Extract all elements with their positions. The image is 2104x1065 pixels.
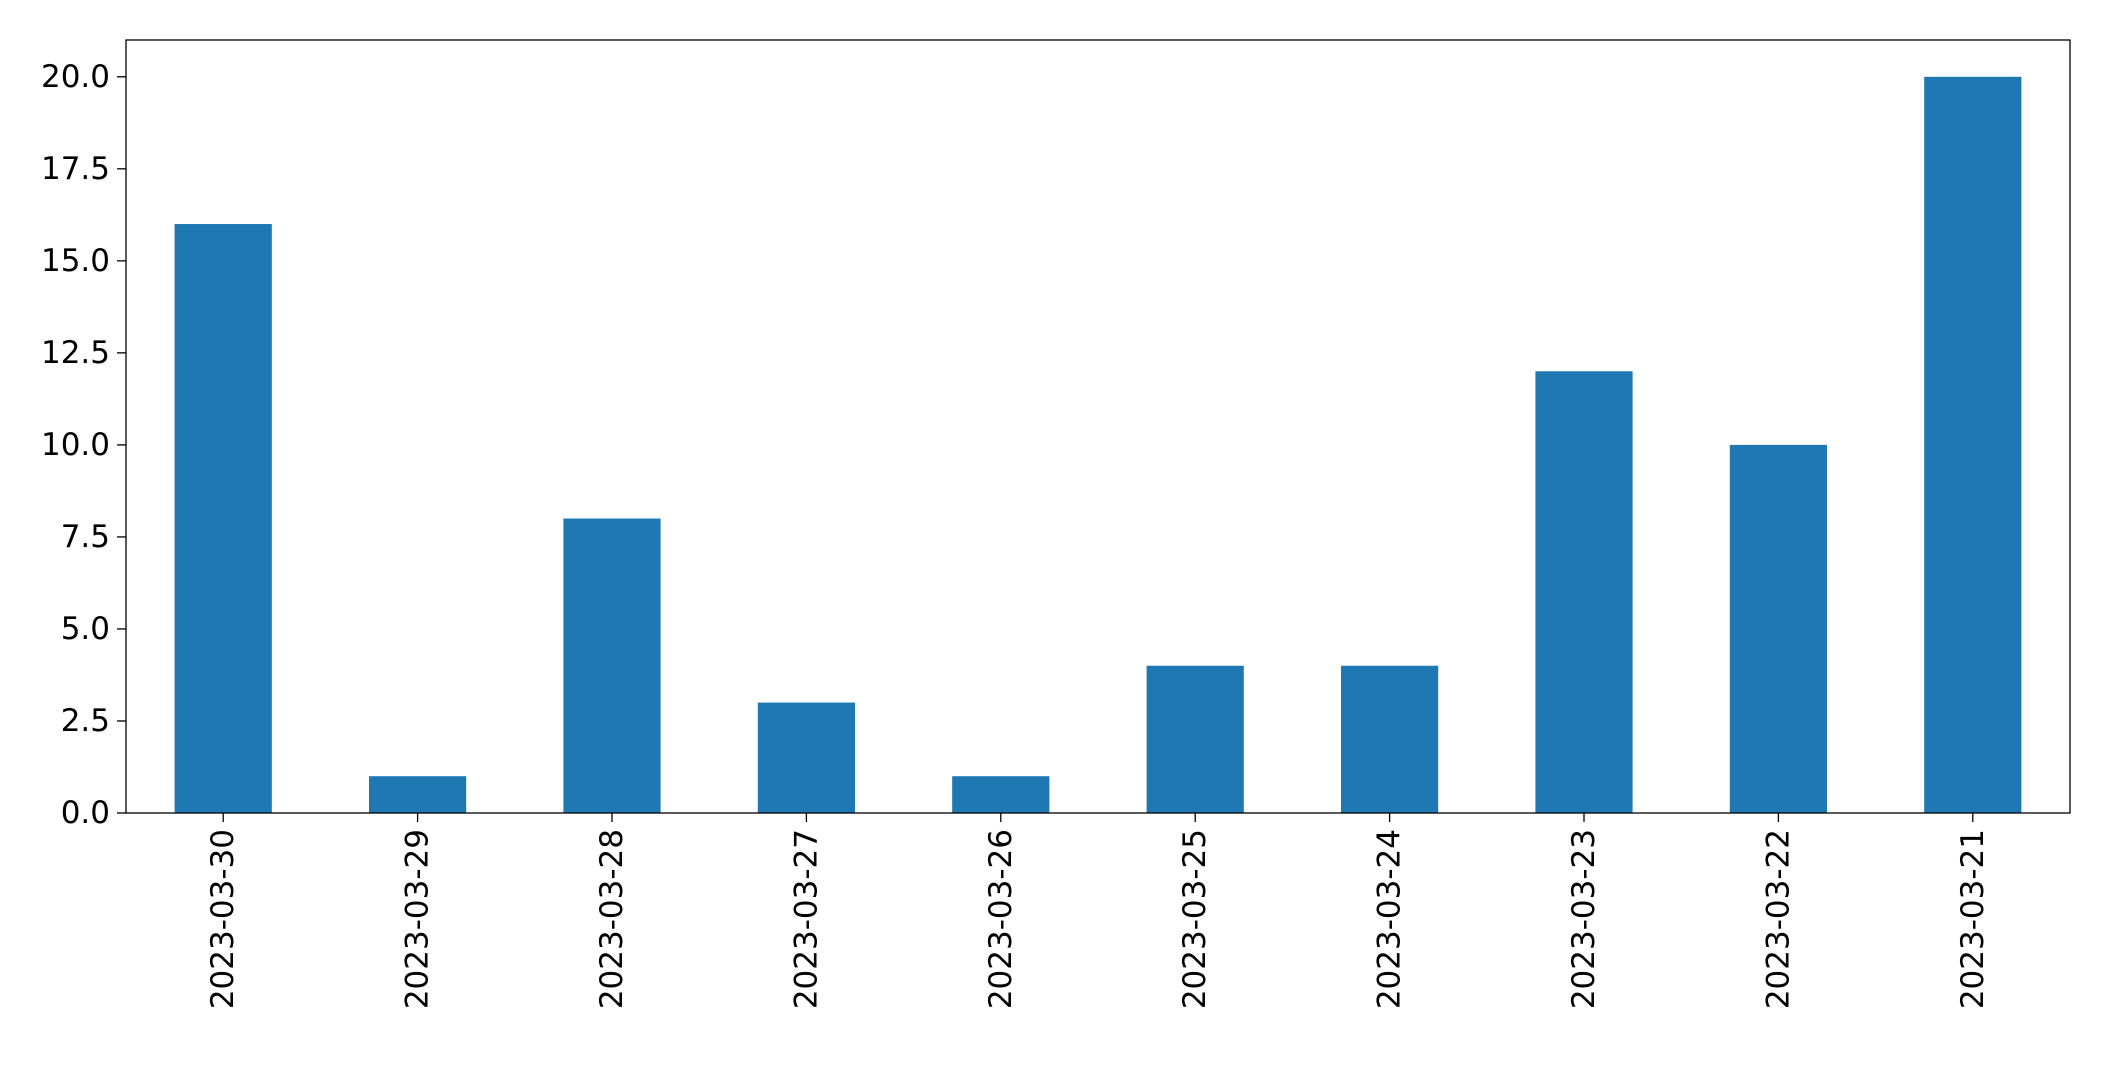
- bar-2023-03-23: [1535, 371, 1633, 813]
- x-tick-label: 2023-03-26: [983, 829, 1019, 1009]
- x-tick-label: 2023-03-29: [400, 829, 436, 1009]
- bar-2023-03-21: [1924, 76, 2022, 814]
- x-tick-label: 2023-03-22: [1760, 829, 1796, 1009]
- bar-2023-03-24: [1341, 665, 1439, 813]
- bars-layer: [174, 76, 2022, 814]
- bar-2023-03-29: [369, 776, 467, 813]
- x-tick-label: 2023-03-27: [788, 829, 824, 1009]
- bar-2023-03-28: [563, 518, 661, 813]
- y-tick-label: 10.0: [41, 427, 110, 463]
- bar-2023-03-26: [952, 776, 1050, 813]
- y-tick-label: 20.0: [41, 59, 110, 95]
- y-tick-label: 7.5: [61, 519, 110, 555]
- bar-2023-03-25: [1146, 665, 1244, 813]
- x-tick-label: 2023-03-21: [1955, 829, 1991, 1009]
- x-tick-label: 2023-03-23: [1566, 829, 1602, 1009]
- y-axis: 0.0 2.5 5.0 7.5 10.0 12.5 15.0 17.5 20.0: [41, 59, 126, 831]
- plot-frame: [125, 39, 2071, 814]
- y-tick-label: 0.0: [61, 795, 110, 831]
- x-tick-label: 2023-03-24: [1372, 829, 1408, 1009]
- y-tick-label: 15.0: [41, 243, 110, 279]
- x-axis: 2023-03-30 2023-03-29 2023-03-28 2023-03-27…: [205, 813, 1991, 1009]
- y-tick-label: 2.5: [61, 703, 110, 739]
- x-tick-label: 2023-03-28: [594, 829, 630, 1009]
- bar-2023-03-30: [174, 224, 272, 814]
- x-tick-label: 2023-03-25: [1177, 829, 1213, 1009]
- x-tick-label: 2023-03-30: [205, 829, 241, 1009]
- y-tick-label: 12.5: [41, 335, 110, 371]
- y-tick-label: 17.5: [41, 151, 110, 187]
- bar-2023-03-22: [1729, 444, 1827, 813]
- y-tick-label: 5.0: [61, 611, 110, 647]
- bar-2023-03-27: [757, 702, 855, 813]
